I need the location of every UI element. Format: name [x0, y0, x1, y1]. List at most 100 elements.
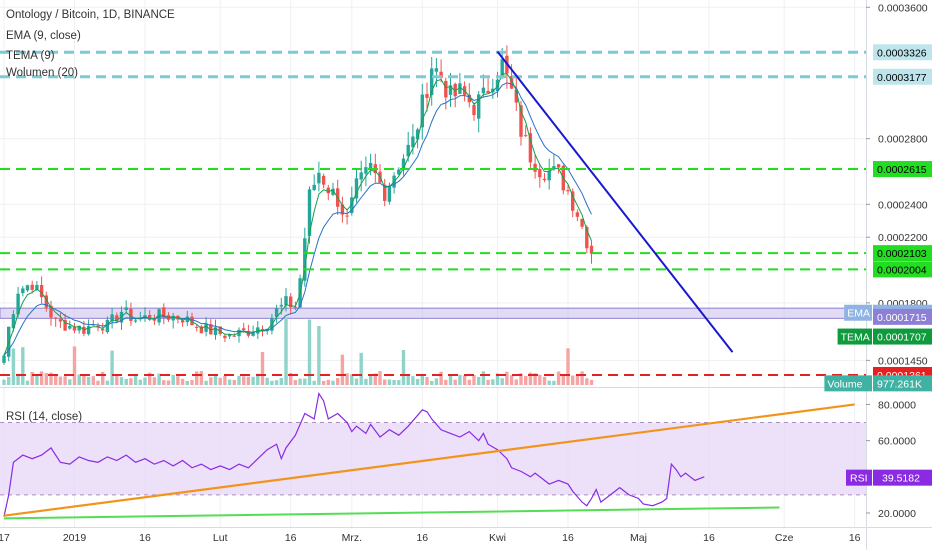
candle-110: [519, 105, 523, 137]
candle-0: [2, 355, 6, 363]
volume-bar-64: [303, 378, 307, 385]
candle-6: [30, 284, 34, 290]
tema-line: [3, 73, 592, 356]
volume-bar-119: [561, 374, 565, 385]
candle-34: [162, 307, 166, 317]
volume-bar-3: [16, 373, 20, 385]
candle-17: [82, 326, 86, 334]
level-tag-bg-0: [873, 44, 932, 61]
volume-bar-51: [242, 376, 246, 385]
volume-bar-55: [260, 352, 265, 385]
candle-93: [439, 71, 443, 78]
volume-bar-65: [307, 319, 312, 385]
volume-bar-48: [227, 379, 232, 385]
candle-46: [218, 326, 222, 334]
volume-bar-103: [486, 379, 490, 385]
rsi-tick-label-2: 20.0000: [878, 508, 916, 520]
volume-bar-76: [359, 352, 363, 385]
candle-31: [148, 315, 152, 320]
time-tick-label-12: 16: [849, 532, 861, 544]
volume-bar-0: [2, 379, 6, 385]
symbol-title[interactable]: Ontology / Bitcoin, 1D, BINANCE: [6, 9, 175, 21]
volume-bar-88: [415, 379, 420, 385]
candle-123: [580, 218, 584, 227]
tema-legend[interactable]: TEMA (9): [6, 50, 55, 62]
rsi-trend-orange: [3, 403, 855, 517]
volume-bar-15: [72, 346, 77, 385]
candle-4: [21, 288, 25, 294]
rsi-legend[interactable]: RSI (14, close): [6, 411, 83, 423]
level-tag-1: 0.0003177: [877, 72, 927, 84]
volume-bar-1: [7, 376, 11, 385]
candle-116: [547, 170, 551, 181]
volume-bar-17: [82, 375, 86, 385]
candle-101: [477, 94, 481, 119]
volume-bar-43: [204, 380, 208, 385]
volume-bar-84: [397, 380, 401, 385]
volume-bar-38: [180, 378, 185, 385]
candle-22: [105, 319, 110, 332]
candle-100: [472, 105, 476, 116]
volume-bar-42: [199, 371, 204, 385]
candle-88: [415, 129, 420, 140]
volume-bar-18: [86, 376, 91, 385]
time-tick-label-6: 16: [416, 532, 428, 544]
volume-bar-2: [11, 348, 16, 385]
volume-bar-96: [453, 379, 457, 385]
volume-bar-80: [378, 371, 382, 385]
volume-bar-54: [256, 373, 260, 385]
volume-bar-45: [213, 374, 218, 385]
volume-bar-37: [176, 376, 180, 385]
ema-legend[interactable]: EMA (9, close): [6, 30, 81, 42]
candle-19: [91, 324, 95, 326]
candle-26: [124, 307, 128, 310]
volume-bar-44: [209, 377, 213, 385]
price-tag-prefix-2: TEMA: [841, 332, 870, 344]
candle-27: [129, 308, 133, 321]
candle-117: [552, 166, 556, 169]
candle-104: [491, 88, 495, 93]
volume-bar-7: [35, 374, 39, 385]
volume-bar-34: [162, 380, 166, 385]
level-tag-0: 0.0003326: [877, 47, 927, 59]
volume-bar-52: [246, 376, 251, 385]
volume-bar-111: [524, 375, 528, 385]
candle-108: [509, 76, 514, 89]
volume-bar-47: [223, 375, 227, 385]
time-tick-label-10: 16: [703, 532, 715, 544]
candle-51: [242, 328, 246, 331]
volume-bar-116: [547, 380, 551, 385]
candle-23: [110, 314, 114, 322]
candle-97: [458, 83, 462, 94]
candle-11: [54, 317, 58, 319]
volume-bar-10: [49, 372, 53, 385]
volume-bar-100: [472, 375, 476, 385]
time-tick-label-5: Mrz.: [342, 532, 362, 544]
volume-bar-12: [58, 376, 63, 385]
time-tick-label-0: 17: [0, 532, 10, 544]
rsi-tag-value: 39.5182: [882, 473, 920, 485]
volume-bar-58: [274, 380, 279, 385]
volume-bar-9: [44, 373, 48, 385]
candle-109: [514, 89, 518, 103]
candle-66: [312, 184, 316, 190]
volume-bar-89: [420, 374, 424, 385]
volume-bar-61: [289, 373, 293, 385]
volume-bar-75: [354, 378, 359, 385]
time-tick-label-3: Lut: [213, 532, 228, 544]
volume-legend[interactable]: Wolumen (20): [6, 67, 79, 79]
candle-9: [44, 295, 48, 308]
time-tick-label-2: 16: [139, 532, 151, 544]
price-tag-prefix-bg-3: [824, 375, 872, 392]
volume-bar-5: [25, 380, 30, 385]
candle-10: [49, 305, 53, 318]
volume-bar-122: [575, 374, 580, 385]
volume-bar-32: [152, 377, 157, 385]
price-tag-value-1: 0.0001715: [877, 312, 927, 324]
volume-bar-19: [91, 376, 95, 385]
candle-13: [63, 319, 67, 331]
candle-89: [420, 94, 424, 128]
volume-bar-28: [133, 374, 138, 385]
